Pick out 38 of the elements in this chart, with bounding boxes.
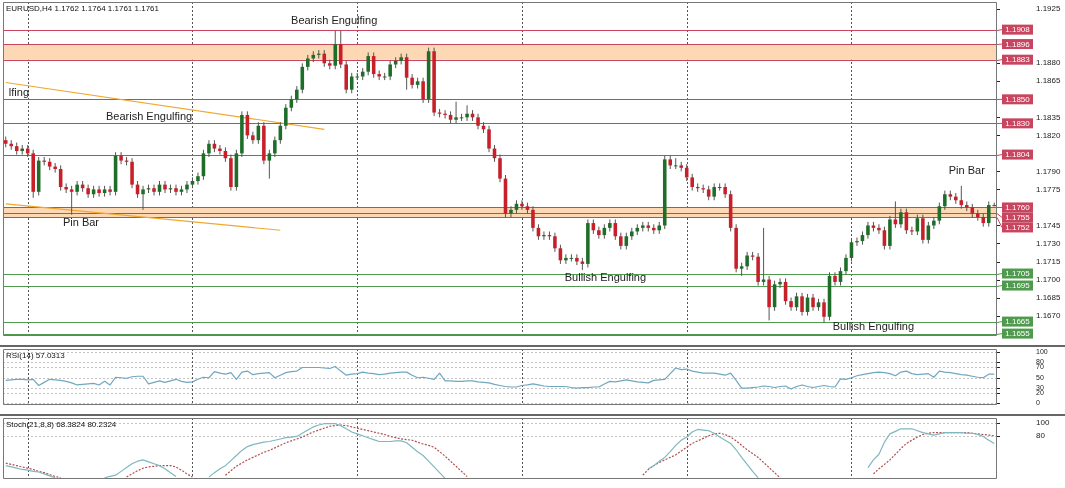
ref-line-label: 1.1883 <box>1005 55 1031 65</box>
ref-line-label: 1.1755 <box>1005 213 1031 223</box>
legend-label: 1.1752 <box>1005 223 1031 233</box>
ref-line-label: 1.1655 <box>1005 329 1031 339</box>
y-tick-label: 1.1775 <box>1036 184 1062 194</box>
annotation: Bullish Engulfing <box>832 319 915 332</box>
y-tick-label: 1.1925 <box>1036 4 1062 14</box>
y-tick-label: 80 <box>1036 430 1046 440</box>
y-tick-label: 100 <box>1036 418 1050 428</box>
annotation: Bearish Engulfing <box>105 109 193 122</box>
y-tick-label: 1.1670 <box>1036 310 1062 320</box>
y-tick-label: 1.1835 <box>1036 112 1062 122</box>
y-tick-label: 1.1745 <box>1036 220 1062 230</box>
annotation: Bullish Engulfing <box>564 271 647 284</box>
chart-title: RSI(14) 57.0313 <box>6 351 66 361</box>
ref-line-label: 1.1804 <box>1005 150 1031 160</box>
ref-line-label: 1.1760 <box>1005 203 1031 213</box>
y-tick-label: 1.1865 <box>1036 76 1062 86</box>
y-tick-label: 1.1700 <box>1036 274 1062 284</box>
y-tick-label: 1.1730 <box>1036 238 1062 248</box>
y-tick-label: 1.1790 <box>1036 166 1062 176</box>
y-tick-label: 1.1880 <box>1036 58 1062 68</box>
y-tick-label: 1.1685 <box>1036 292 1062 302</box>
y-tick-label: 1.1820 <box>1036 130 1062 140</box>
annotation: lfing <box>8 85 30 98</box>
ref-line-label: 1.1908 <box>1005 25 1031 35</box>
y-tick-label: 1.1715 <box>1036 256 1062 266</box>
annotation: Pin Bar <box>948 163 986 176</box>
annotation: Bearish Engulfing <box>291 14 378 27</box>
ref-line-label: 1.1665 <box>1005 317 1031 327</box>
ref-line-label: 1.1705 <box>1005 269 1031 279</box>
annotation: Pin Bar <box>62 216 100 229</box>
ref-line-label: 1.1896 <box>1005 39 1031 49</box>
ref-line-label: 1.1850 <box>1005 95 1031 105</box>
chart-title: EURUSD,H4 1.1762 1.1764 1.1761 1.1761 <box>6 4 160 14</box>
chart-title: Stoch(21,8,8) 68.3824 80.2324 <box>6 420 117 430</box>
ref-line-label: 1.1695 <box>1005 281 1031 291</box>
ref-line-label: 1.1830 <box>1005 119 1031 129</box>
